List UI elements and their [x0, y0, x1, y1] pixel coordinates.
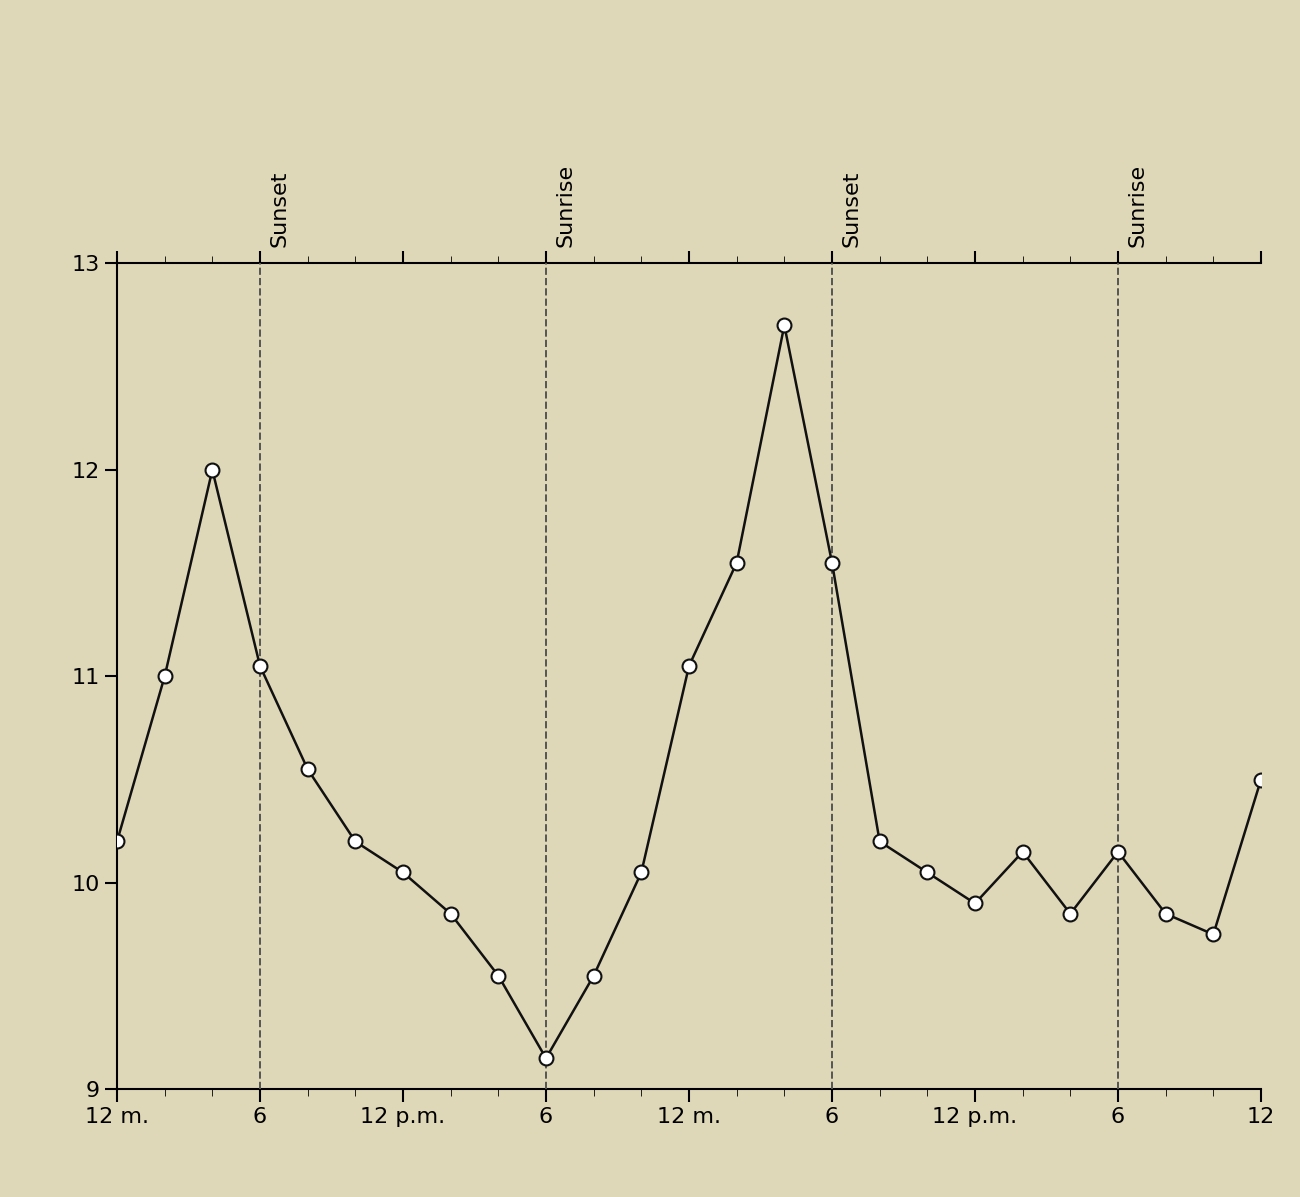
Text: Sunset: Sunset — [269, 170, 290, 247]
Text: Sunrise: Sunrise — [1127, 164, 1148, 247]
Text: Sunset: Sunset — [841, 170, 862, 247]
Text: Sunrise: Sunrise — [555, 164, 576, 247]
